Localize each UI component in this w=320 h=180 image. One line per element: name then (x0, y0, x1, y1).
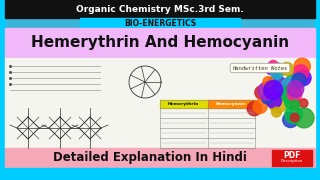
Circle shape (259, 84, 272, 97)
Circle shape (287, 87, 302, 102)
Circle shape (255, 86, 268, 99)
Circle shape (285, 106, 302, 123)
Bar (5, 148, 315, 168)
Bar (0, 0, 5, 180)
Circle shape (267, 76, 287, 95)
Circle shape (285, 95, 299, 110)
Circle shape (253, 100, 267, 113)
Circle shape (291, 113, 299, 122)
Bar (315, 0, 320, 180)
Bar (5, 168, 315, 180)
Text: Organic Chemistry MSc.3rd Sem.: Organic Chemistry MSc.3rd Sem. (76, 4, 244, 14)
Text: Hemerythrin: Hemerythrin (168, 102, 199, 106)
Circle shape (280, 62, 293, 75)
Circle shape (295, 70, 311, 86)
Circle shape (287, 81, 304, 97)
Text: Hemocyanin: Hemocyanin (216, 102, 246, 106)
Circle shape (264, 81, 283, 100)
Text: Hemerythrin And Hemocyanin: Hemerythrin And Hemocyanin (31, 35, 289, 51)
Circle shape (272, 63, 284, 75)
Text: PDF: PDF (283, 150, 301, 159)
Circle shape (280, 78, 300, 98)
Circle shape (280, 78, 294, 93)
Circle shape (272, 107, 281, 117)
Circle shape (266, 93, 282, 108)
Circle shape (293, 65, 308, 80)
Circle shape (268, 60, 278, 70)
Bar (5, 28, 315, 58)
Circle shape (285, 75, 301, 91)
Circle shape (294, 108, 314, 128)
Bar (5, 0, 315, 18)
Circle shape (290, 100, 300, 110)
Circle shape (268, 93, 288, 113)
Text: BIO-ENERGETICS: BIO-ENERGETICS (124, 19, 196, 28)
Text: Handwritten Notes: Handwritten Notes (232, 66, 288, 71)
Circle shape (292, 73, 306, 88)
Circle shape (265, 63, 277, 75)
Text: Description: Description (281, 159, 303, 163)
Circle shape (299, 99, 308, 108)
Circle shape (281, 86, 299, 103)
Bar (80, 18, 240, 28)
Bar (5, 58, 315, 148)
Circle shape (294, 70, 308, 84)
Circle shape (263, 77, 273, 87)
Circle shape (258, 82, 276, 100)
Circle shape (294, 58, 310, 75)
Circle shape (247, 102, 261, 116)
Bar (207, 100, 255, 108)
Bar (272, 150, 312, 166)
Circle shape (262, 93, 273, 104)
Circle shape (271, 66, 284, 79)
Bar (160, 100, 207, 108)
Circle shape (283, 112, 298, 128)
Text: Detailed Explanation In Hindi: Detailed Explanation In Hindi (53, 152, 247, 165)
